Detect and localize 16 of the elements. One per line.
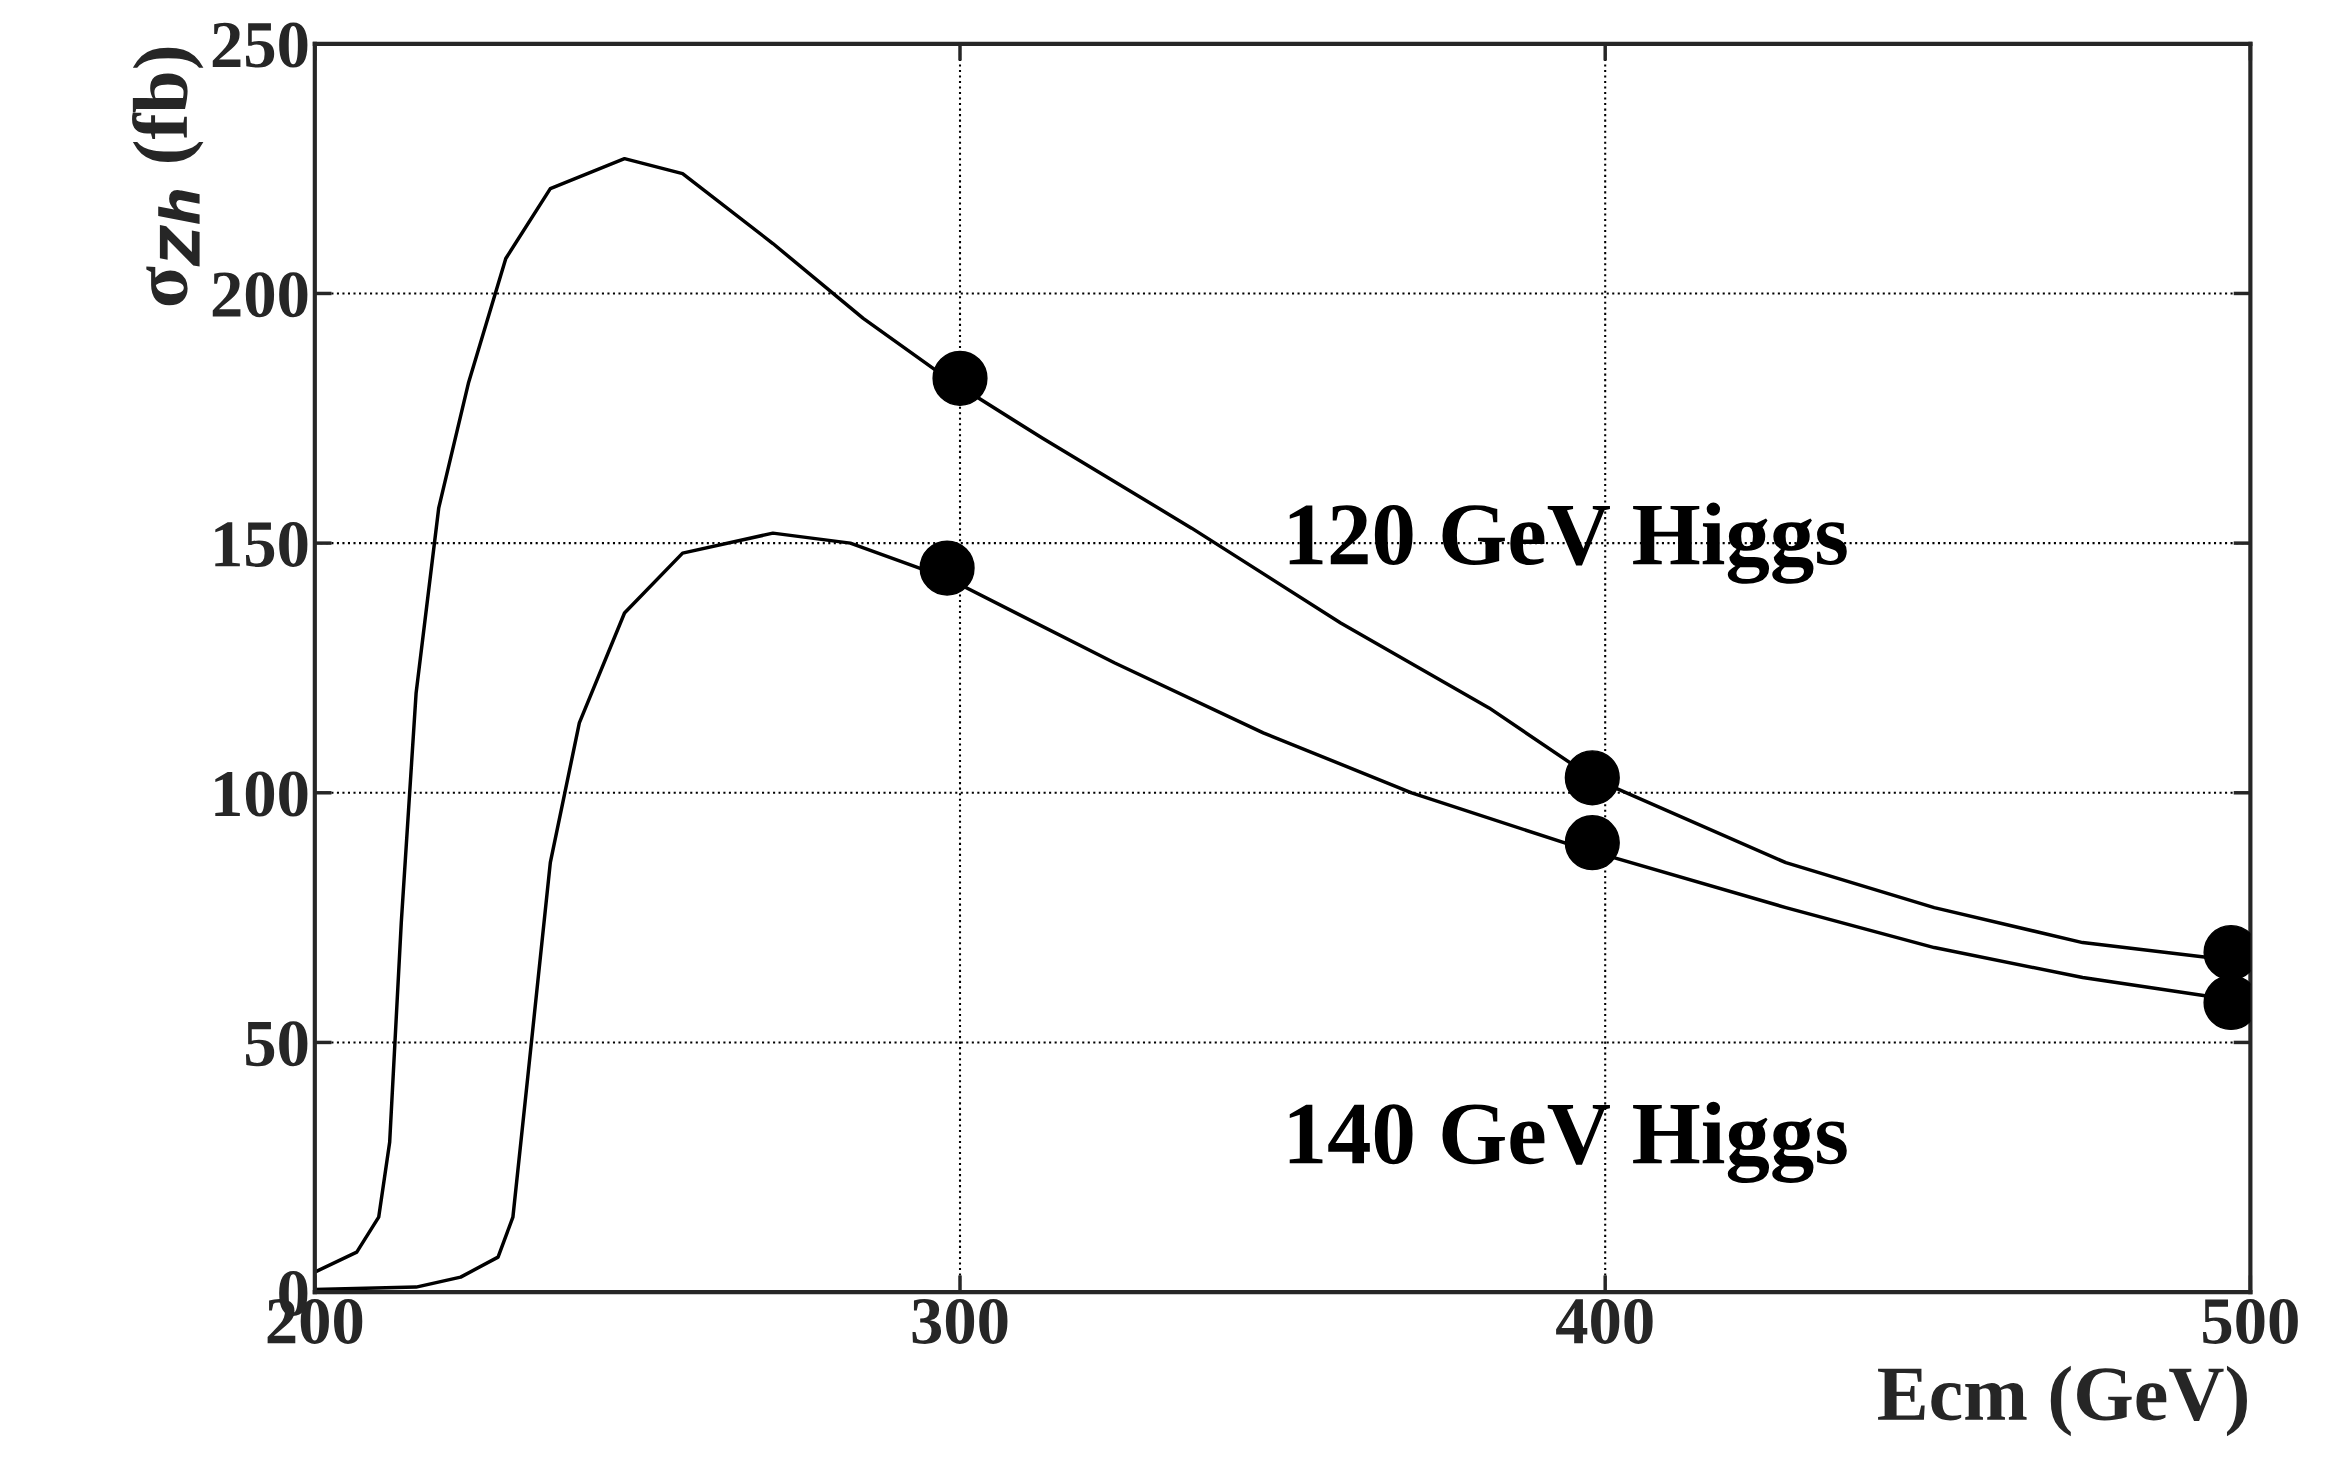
x-tick-label: 300 xyxy=(912,1298,1008,1344)
point xyxy=(919,540,975,596)
y-tick-label: 150 xyxy=(215,521,308,567)
point xyxy=(1564,750,1620,806)
series-label: 120 GeV Higgs xyxy=(1289,502,1847,584)
series-label: 140 GeV Higgs xyxy=(1289,1101,1847,1183)
x-tick-label: 500 xyxy=(2203,1298,2298,1344)
point xyxy=(932,350,988,406)
y-axis-title: σ$_{Zh}$ (fb) xyxy=(132,47,204,306)
y-tick-label: 250 xyxy=(212,22,308,68)
y-tick-label: 200 xyxy=(212,272,308,318)
y-tick-label: 100 xyxy=(215,771,308,817)
x-axis-title: Ecm (GeV) xyxy=(1878,1365,2247,1437)
y-tick-label: 50 xyxy=(245,1021,308,1067)
point xyxy=(1564,815,1620,871)
x-tick-label: 400 xyxy=(1556,1298,1653,1344)
